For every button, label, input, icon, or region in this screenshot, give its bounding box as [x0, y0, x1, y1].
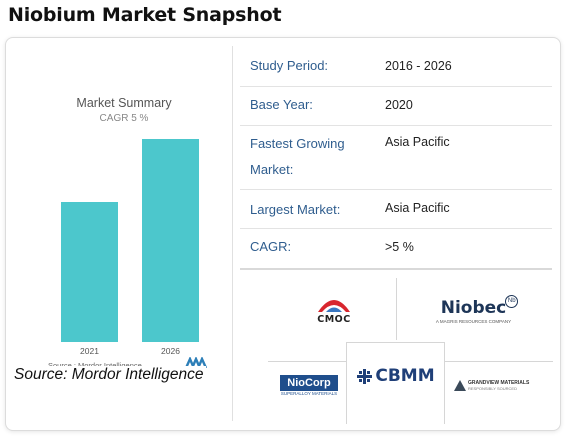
- table-separator: [240, 268, 552, 270]
- row-label: Largest Market:: [250, 202, 341, 217]
- snapshot-card: Market Summary CAGR 5 % 2021 2026 Source …: [5, 37, 561, 431]
- cmoc-logo: CMOC: [304, 292, 364, 325]
- cbmm-emblem-icon: [357, 368, 373, 384]
- row-value: 2020: [385, 98, 413, 112]
- chart-subtitle: CAGR 5 %: [99, 113, 149, 124]
- row-label-line2: Market:: [250, 162, 294, 177]
- niobec-wordmark: Niobec: [440, 298, 507, 318]
- table-row: Largest Market: Asia Pacific: [240, 190, 552, 229]
- chart-bar-2026: [142, 139, 199, 342]
- table-row: Fastest Growing Market: Asia Pacific: [240, 126, 552, 190]
- source-caption: Source: Mordor Intelligence: [12, 366, 206, 384]
- cmoc-wordmark: CMOC: [317, 314, 351, 325]
- cmoc-emblem-icon: [318, 300, 350, 312]
- chart-bar-2021: [61, 202, 118, 342]
- vertical-divider: [232, 46, 233, 421]
- row-label: Study Period:: [250, 58, 329, 73]
- niocorp-tagline: SUPERALLOY MATERIALS: [280, 391, 338, 396]
- grandview-wordmark: GRANDVIEW MATERIALS: [468, 380, 530, 386]
- row-value: >5 %: [385, 240, 414, 254]
- grandview-triangle-icon: [454, 380, 466, 391]
- table-row: CAGR: >5 %: [240, 229, 552, 267]
- row-label: CAGR:: [250, 239, 292, 254]
- row-value: Asia Pacific: [385, 201, 450, 215]
- row-value: 2016 - 2026: [385, 59, 452, 73]
- niocorp-logo: NioCorp SUPERALLOY MATERIALS: [280, 375, 338, 396]
- table-row: Study Period: 2016 - 2026: [240, 46, 552, 87]
- row-label: Base Year:: [250, 97, 313, 112]
- niocorp-wordmark: NioCorp: [280, 375, 338, 391]
- mordor-intelligence-icon: [185, 357, 207, 369]
- grandview-tagline: RESPONSIBLY SOURCED: [468, 386, 517, 391]
- row-label: Fastest Growing: [250, 136, 345, 151]
- table-row: Base Year: 2020: [240, 87, 552, 126]
- company-logos: CMOC Niobec Nb A MAGRIS RESOURCES COMPAN…: [268, 278, 553, 424]
- page-title: Niobium Market Snapshot: [8, 4, 282, 26]
- x-tick-label: 2026: [161, 346, 180, 356]
- x-tick-label: 2021: [80, 346, 99, 356]
- niobec-tagline: A MAGRIS RESOURCES COMPANY: [435, 319, 512, 324]
- chart-title: Market Summary: [76, 96, 172, 110]
- grandview-logo: GRANDVIEW MATERIALS RESPONSIBLY SOURCED: [454, 380, 540, 391]
- cbmm-wordmark: CBMM: [375, 366, 435, 386]
- market-summary-chart: Market Summary CAGR 5 % 2021 2026 Source …: [14, 38, 231, 430]
- chart-source: Source : Mordor Intelligence: [48, 361, 142, 370]
- niobium-element-icon: Nb: [505, 295, 519, 308]
- row-value: Asia Pacific: [385, 135, 450, 149]
- niobec-logo: Niobec Nb A MAGRIS RESOURCES COMPANY: [426, 295, 521, 324]
- cbmm-logo: CBMM: [352, 366, 440, 386]
